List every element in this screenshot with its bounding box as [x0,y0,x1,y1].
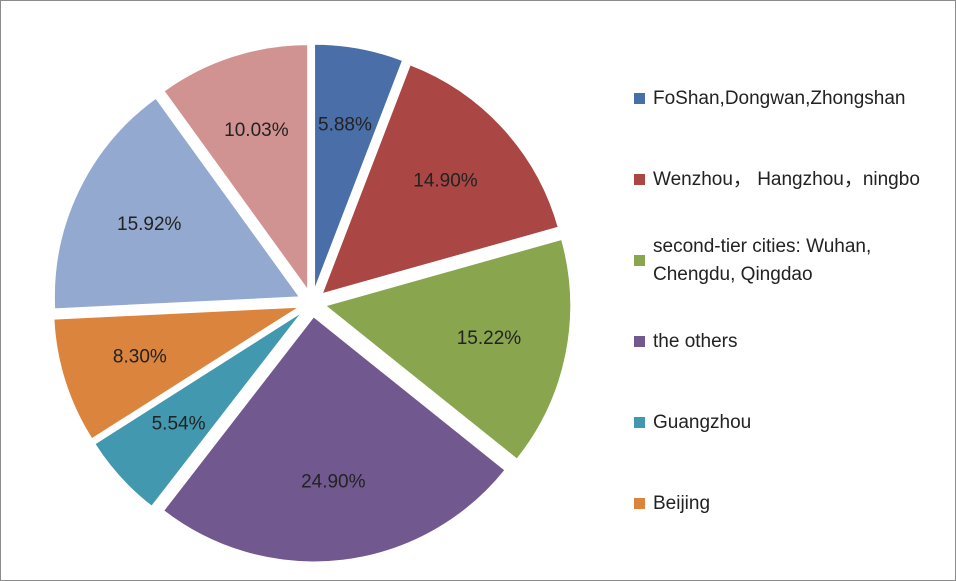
legend-item: Beijing [634,463,944,544]
legend-label: second-tier cities: Wuhan, Chengdu, Qing… [653,235,872,285]
pie-slice [94,312,303,507]
pie-slice [53,306,301,440]
legend-swatch [634,93,645,104]
data-label: 15.22% [457,328,522,349]
legend-item: second-tier cities: Wuhan, Chengdu, Qing… [634,220,944,301]
legend-item: FoShan,Dongwan,Zhongshan [634,58,944,139]
data-label: 5.88% [318,114,372,135]
legend-swatch [634,417,645,428]
pie-slice [321,64,559,295]
legend: FoShan,Dongwan,Zhongshan Wenzhou， Hangzho… [634,58,944,544]
legend-swatch [634,174,645,185]
pie-slice [53,97,301,310]
pie-slice [324,238,572,460]
legend-label: FoShan,Dongwan,Zhongshan [653,87,906,109]
data-label: 15.92% [117,214,182,235]
pie-slice [162,316,506,563]
data-label: 8.30% [113,347,167,368]
legend-label: Beijing [653,492,711,514]
data-label: 10.03% [224,120,289,141]
pie-slice [314,43,404,290]
legend-label: Guangzhou [653,411,752,433]
legend-label: the others [653,330,738,352]
data-label: 14.90% [413,170,478,191]
legend-swatch [634,336,645,347]
data-label: 5.54% [152,414,206,435]
legend-swatch [634,255,645,266]
pie-slice [163,44,309,292]
legend-label: Wenzhou， Hangzhou，ningbo [653,168,920,190]
data-label: 24.90% [301,471,366,492]
legend-item: the others [634,301,944,382]
legend-item: Guangzhou [634,382,944,463]
legend-swatch [634,498,645,509]
legend-item: Wenzhou， Hangzhou，ningbo [634,139,944,220]
